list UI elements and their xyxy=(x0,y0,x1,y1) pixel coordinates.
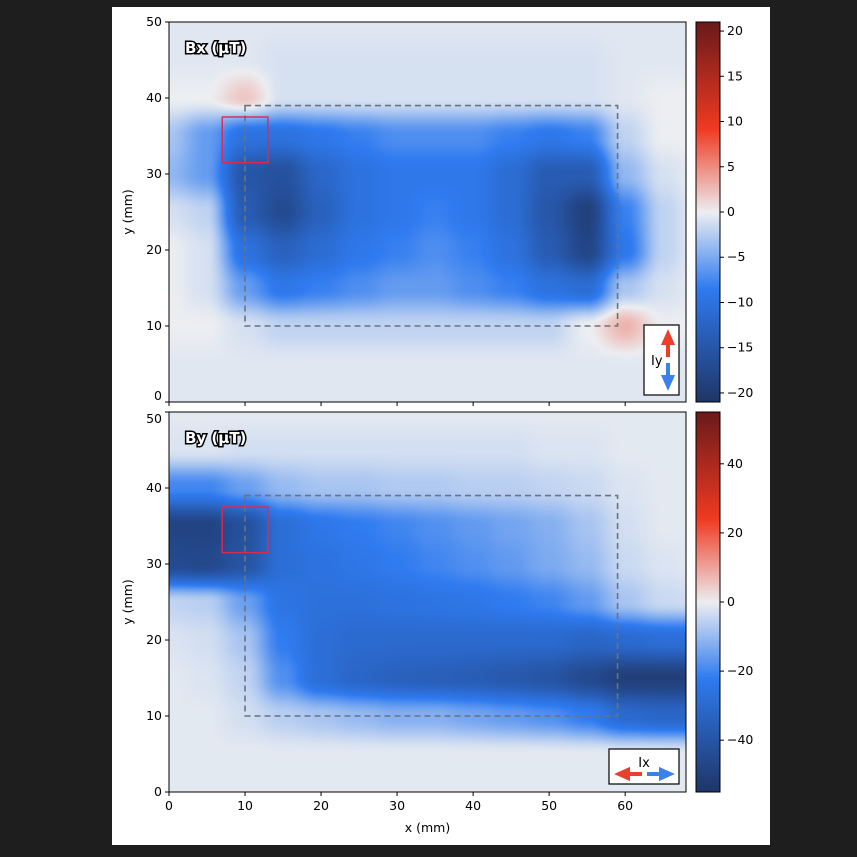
arrow-down-icon xyxy=(660,363,676,391)
colorbar-tick-label: 15 xyxy=(727,68,743,83)
colorbar-tick-label: −15 xyxy=(727,340,753,355)
y-tick-label: 20 xyxy=(146,632,162,647)
colorbar-tick-label: 5 xyxy=(727,159,735,174)
y-axis-label: y (mm) xyxy=(120,189,135,234)
y-tick-label: 10 xyxy=(146,318,162,333)
y-tick-label: 10 xyxy=(146,708,162,723)
bx-colorbar xyxy=(696,22,720,402)
colorbar-tick-label: −20 xyxy=(727,385,753,400)
y-tick-label: 30 xyxy=(146,556,162,571)
current-legend-label: Ix xyxy=(638,756,650,771)
by-colorbar xyxy=(696,412,720,792)
arrow-up-icon xyxy=(660,329,676,357)
colorbar-tick-label: 20 xyxy=(727,525,743,540)
panel-title: By (µT) xyxy=(185,429,246,447)
current-legend-box xyxy=(643,324,680,396)
colorbar-tick-label: 20 xyxy=(727,23,743,38)
colorbar-frame xyxy=(695,21,721,403)
y-tick-label: 40 xyxy=(146,90,162,105)
colorbar-tick-label: 10 xyxy=(727,114,743,129)
axes-frame xyxy=(168,411,687,793)
axes-frame xyxy=(168,21,687,403)
axes-overlay: −20 −15 −10 −5 0 5 10 15 20 Bx (µT) 0 10 20 30 40 50 y (… xyxy=(120,14,753,835)
figure: −20 −15 −10 −5 0 5 10 15 20 Bx (µT) 0 10 20 30 40 50 y (… xyxy=(112,7,770,845)
dashed-region-outline xyxy=(244,104,619,327)
colorbar-tick-label: −40 xyxy=(727,732,753,747)
x-tick-label: 60 xyxy=(617,798,633,813)
y-tick-label: 50 xyxy=(146,411,162,426)
colorbar-tick-label: −10 xyxy=(727,294,753,309)
colorbar-frame xyxy=(695,411,721,793)
arrow-left-icon xyxy=(614,766,642,782)
x-axis-label: x (mm) xyxy=(405,820,450,835)
colorbar-tick-label: 0 xyxy=(727,204,735,219)
y-tick-label: 40 xyxy=(146,480,162,495)
x-tick-label: 0 xyxy=(165,798,173,813)
panel-title: Bx (µT) xyxy=(185,39,246,57)
y-tick-label: 20 xyxy=(146,242,162,257)
dashed-region-outline xyxy=(244,494,619,717)
colorbar-tick-label: 40 xyxy=(727,456,743,471)
x-tick-label: 40 xyxy=(465,798,481,813)
x-tick-label: 10 xyxy=(237,798,253,813)
y-tick-label: 50 xyxy=(146,14,162,29)
y-tick-label: 0 xyxy=(154,388,162,403)
arrow-right-icon xyxy=(647,766,675,782)
y-tick-label: 30 xyxy=(146,166,162,181)
by-heatmap xyxy=(169,412,686,792)
colorbar-tick-label: 0 xyxy=(727,594,735,609)
y-axis-label: y (mm) xyxy=(120,579,135,624)
colorbar-tick-label: −5 xyxy=(727,249,745,264)
x-tick-label: 50 xyxy=(541,798,557,813)
y-tick-label: 0 xyxy=(154,784,162,799)
current-legend-box xyxy=(608,748,680,785)
current-legend-label: Iy xyxy=(651,354,663,369)
x-tick-label: 20 xyxy=(313,798,329,813)
red-square-outline xyxy=(221,506,269,554)
bx-heatmap xyxy=(169,22,686,402)
red-square-outline xyxy=(221,116,269,164)
x-tick-label: 30 xyxy=(389,798,405,813)
colorbar-tick-label: −20 xyxy=(727,663,753,678)
